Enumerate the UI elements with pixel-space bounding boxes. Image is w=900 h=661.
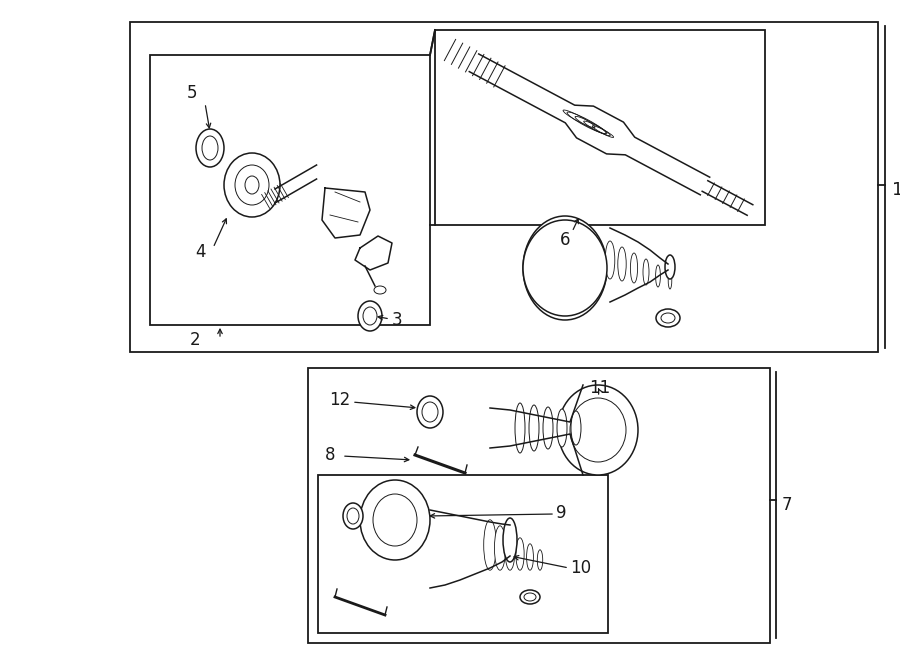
Polygon shape xyxy=(322,188,370,238)
Ellipse shape xyxy=(543,407,553,449)
Text: 12: 12 xyxy=(328,391,350,409)
Polygon shape xyxy=(469,54,710,195)
Ellipse shape xyxy=(605,241,615,279)
Ellipse shape xyxy=(196,129,224,167)
Ellipse shape xyxy=(374,286,386,294)
Bar xyxy=(150,55,430,325)
Ellipse shape xyxy=(373,494,417,546)
Ellipse shape xyxy=(630,253,637,283)
Ellipse shape xyxy=(668,271,671,289)
Text: 4: 4 xyxy=(194,243,205,261)
Polygon shape xyxy=(355,236,392,270)
Text: 11: 11 xyxy=(590,379,610,397)
Ellipse shape xyxy=(202,136,218,160)
Ellipse shape xyxy=(571,411,581,445)
Bar xyxy=(318,475,608,633)
Ellipse shape xyxy=(656,309,680,327)
Ellipse shape xyxy=(347,508,359,524)
Ellipse shape xyxy=(483,520,496,570)
Bar xyxy=(308,368,770,643)
Text: 5: 5 xyxy=(187,84,197,102)
Ellipse shape xyxy=(524,593,536,601)
Text: 7: 7 xyxy=(782,496,793,514)
Ellipse shape xyxy=(358,301,382,331)
Ellipse shape xyxy=(422,402,438,422)
Ellipse shape xyxy=(665,255,675,279)
Text: 8: 8 xyxy=(325,446,335,464)
Ellipse shape xyxy=(520,590,540,604)
Ellipse shape xyxy=(523,220,607,316)
Ellipse shape xyxy=(557,409,567,447)
Ellipse shape xyxy=(360,480,430,560)
Ellipse shape xyxy=(526,544,534,570)
Text: 3: 3 xyxy=(392,311,402,329)
Ellipse shape xyxy=(535,230,595,306)
Ellipse shape xyxy=(655,265,661,287)
Ellipse shape xyxy=(245,176,259,194)
Ellipse shape xyxy=(515,403,525,453)
Ellipse shape xyxy=(516,538,524,570)
Ellipse shape xyxy=(527,221,603,315)
Ellipse shape xyxy=(503,518,517,562)
Ellipse shape xyxy=(617,247,626,281)
Text: 1: 1 xyxy=(892,181,900,199)
Bar xyxy=(130,22,878,352)
Ellipse shape xyxy=(558,385,638,475)
Ellipse shape xyxy=(523,216,607,320)
Bar xyxy=(435,30,765,225)
Text: 6: 6 xyxy=(560,231,571,249)
Ellipse shape xyxy=(235,165,269,205)
Ellipse shape xyxy=(529,405,539,451)
Ellipse shape xyxy=(343,503,363,529)
Ellipse shape xyxy=(661,313,675,323)
Ellipse shape xyxy=(417,396,443,428)
Ellipse shape xyxy=(537,550,543,570)
Ellipse shape xyxy=(643,259,649,285)
Ellipse shape xyxy=(363,307,377,325)
Ellipse shape xyxy=(494,525,506,570)
Text: 9: 9 xyxy=(556,504,566,522)
Ellipse shape xyxy=(570,398,626,462)
Text: 10: 10 xyxy=(570,559,591,577)
Text: 2: 2 xyxy=(190,331,201,349)
Ellipse shape xyxy=(224,153,280,217)
Ellipse shape xyxy=(505,532,515,570)
